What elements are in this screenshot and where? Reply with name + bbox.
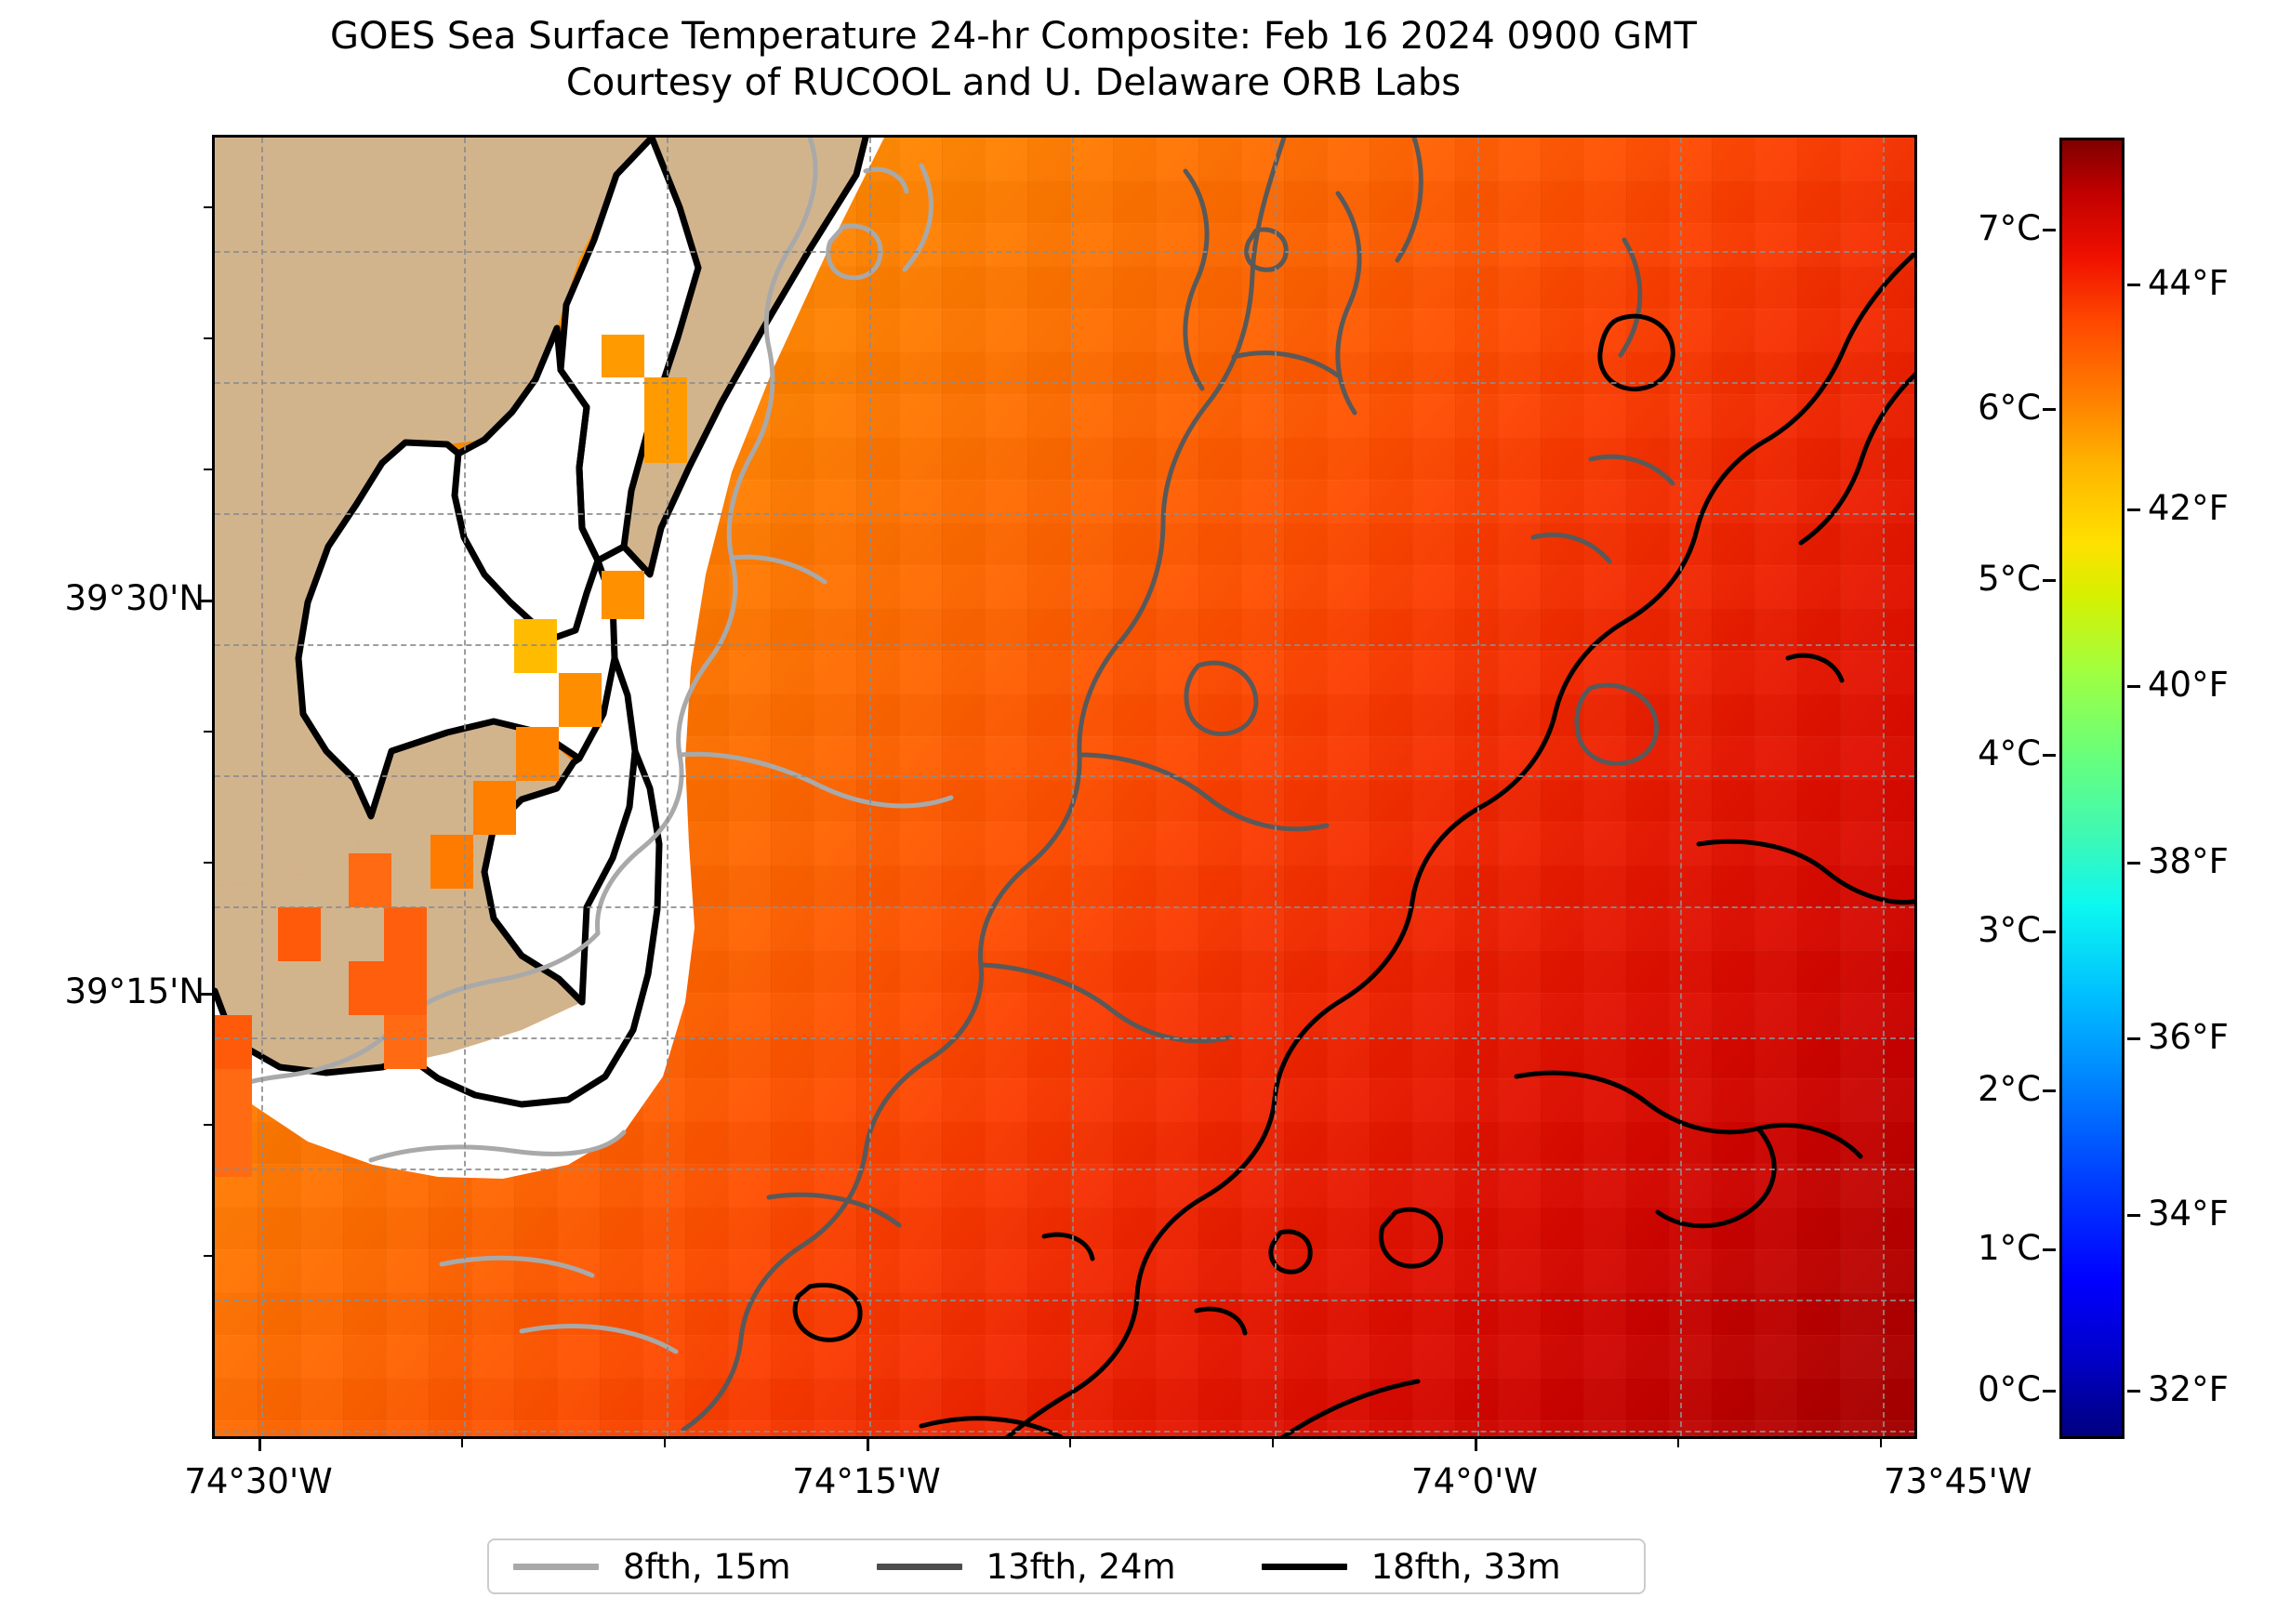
x-axis-label-2: 74°0'W [1411, 1461, 1538, 1501]
legend-label-18fth: 18fth, 33m [1370, 1546, 1561, 1587]
colorbar-f-tick-40 [2127, 685, 2140, 688]
x-axis-tick-minor [461, 1439, 463, 1447]
chart-title-block: GOES Sea Surface Temperature 24-hr Compo… [0, 13, 2027, 106]
x-axis-label-1: 74°15'W [792, 1461, 941, 1501]
legend-label-8fth: 8fth, 15m [623, 1546, 791, 1587]
colorbar-c-label-5: 5°C [1978, 559, 2041, 599]
y-axis-tick-major [200, 993, 212, 996]
bathymetry-contour-18fth [792, 251, 1914, 1436]
map-clip [215, 138, 1914, 1436]
colorbar-f-tick-42 [2127, 508, 2140, 511]
x-axis-tick-major [867, 1439, 869, 1451]
legend-line-swatch-13fth [876, 1563, 962, 1570]
colorbar-c-tick-0 [2043, 1390, 2056, 1393]
colorbar-c-label-7: 7°C [1978, 208, 2041, 248]
colorbar-f-label-4: 40°F [2148, 665, 2229, 705]
colorbar-f-label-1: 34°F [2148, 1194, 2229, 1234]
colorbar-f-label-2: 36°F [2148, 1017, 2229, 1057]
y-axis-label-0: 39°30'N [64, 578, 205, 618]
colorbar-c-tick-3 [2043, 931, 2056, 933]
y-axis-tick-minor [204, 469, 212, 470]
y-axis-tick-minor [204, 731, 212, 733]
colorbar-f-tick-44 [2127, 284, 2140, 286]
x-axis-tick-minor [1880, 1439, 1882, 1447]
x-axis-tick-minor [1069, 1439, 1071, 1447]
y-axis-tick-minor [204, 862, 212, 864]
colorbar[interactable] [2059, 138, 2125, 1439]
colorbar-c-tick-1 [2043, 1248, 2056, 1251]
colorbar-f-label-5: 42°F [2148, 488, 2229, 528]
x-axis-label-3: 73°45'W [1884, 1461, 2032, 1501]
colorbar-f-label-3: 38°F [2148, 841, 2229, 881]
colorbar-c-label-0: 0°C [1978, 1369, 2041, 1409]
bathymetry-legend[interactable]: 8fth, 15m 13fth, 24m 18fth, 33m [487, 1538, 1646, 1594]
y-axis-tick-minor [204, 337, 212, 339]
y-axis-tick-minor [204, 1124, 212, 1126]
colorbar-c-tick-2 [2043, 1089, 2056, 1092]
colorbar-f-tick-38 [2127, 862, 2140, 865]
x-axis-tick-minor [664, 1439, 666, 1447]
y-axis-tick-minor [204, 206, 212, 208]
x-axis-label-0: 74°30'W [184, 1461, 333, 1501]
x-axis-tick-minor [1272, 1439, 1274, 1447]
colorbar-c-tick-5 [2043, 579, 2056, 582]
x-axis-tick-major [1475, 1439, 1477, 1451]
colorbar-c-label-6: 6°C [1978, 388, 2041, 428]
colorbar-c-tick-7 [2043, 229, 2056, 231]
page-title: GOES Sea Surface Temperature 24-hr Compo… [330, 15, 1697, 58]
colorbar-c-label-4: 4°C [1978, 733, 2041, 773]
legend-item-8fth[interactable]: 8fth, 15m [513, 1547, 791, 1587]
y-axis-tick-minor [204, 1255, 212, 1257]
x-axis-tick-minor [1677, 1439, 1679, 1447]
colorbar-c-label-3: 3°C [1978, 910, 2041, 950]
legend-item-13fth[interactable]: 13fth, 24m [876, 1546, 1176, 1587]
legend-line-swatch-8fth [513, 1563, 599, 1570]
x-axis-tick-major [258, 1439, 261, 1451]
colorbar-f-tick-36 [2127, 1037, 2140, 1040]
legend-item-18fth[interactable]: 18fth, 33m [1261, 1546, 1561, 1587]
colorbar-c-tick-4 [2043, 754, 2056, 757]
page-subtitle: Courtesy of RUCOOL and U. Delaware ORB L… [565, 61, 1462, 104]
colorbar-c-label-2: 2°C [1978, 1069, 2041, 1109]
colorbar-c-label-1: 1°C [1978, 1228, 2041, 1268]
y-axis-label-1: 39°15'N [64, 971, 205, 1011]
colorbar-f-tick-34 [2127, 1214, 2140, 1217]
legend-label-13fth: 13fth, 24m [986, 1546, 1176, 1587]
colorbar-f-tick-32 [2127, 1390, 2140, 1393]
colorbar-c-tick-6 [2043, 408, 2056, 411]
coastline [215, 138, 869, 1108]
sst-nearshore-pixels [215, 335, 687, 1177]
sst-map-plot[interactable] [212, 135, 1917, 1439]
colorbar-f-label-0: 32°F [2148, 1369, 2229, 1409]
legend-line-swatch-18fth [1261, 1563, 1347, 1570]
colorbar-f-label-6: 44°F [2148, 263, 2229, 303]
y-axis-tick-major [200, 600, 212, 602]
bathymetry-contour-13fth [681, 138, 1675, 1433]
